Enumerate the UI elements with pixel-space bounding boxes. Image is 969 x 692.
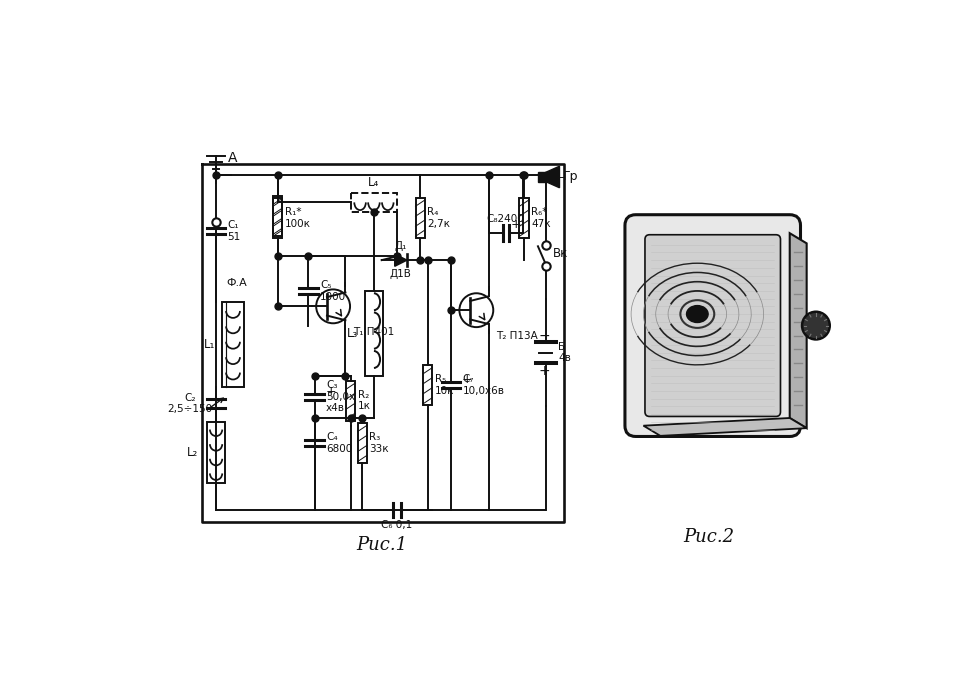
Polygon shape (789, 233, 806, 428)
FancyBboxPatch shape (644, 235, 780, 417)
Text: +: + (325, 385, 335, 398)
Bar (358, 423, 366, 463)
Text: C₄
6800: C₄ 6800 (326, 432, 352, 454)
Text: Ф.А: Ф.А (227, 278, 247, 289)
Bar (538, 172, 546, 181)
Text: C₂
2,5÷150: C₂ 2,5÷150 (168, 392, 212, 414)
Bar (351, 193, 396, 212)
Polygon shape (394, 254, 407, 266)
Bar (273, 196, 282, 236)
Text: Д₁: Д₁ (394, 241, 407, 251)
Text: C₅
1000: C₅ 1000 (320, 280, 346, 302)
Text: C₃
50,0х
х4в: C₃ 50,0х х4в (326, 380, 355, 413)
Polygon shape (546, 166, 559, 188)
Text: Рис.1: Рис.1 (356, 536, 407, 554)
Ellipse shape (686, 306, 707, 322)
Polygon shape (642, 418, 806, 436)
Text: C₆ 0,1: C₆ 0,1 (381, 520, 412, 529)
Bar (415, 198, 424, 238)
Bar (222, 302, 243, 388)
Text: L₄: L₄ (368, 176, 379, 188)
Text: R₅
10к: R₅ 10к (434, 374, 453, 396)
Text: Т₂ П13А: Т₂ П13А (496, 331, 538, 341)
Circle shape (801, 311, 828, 340)
Text: −: − (538, 329, 549, 343)
Text: А: А (228, 152, 236, 165)
Text: +: + (538, 364, 549, 378)
Text: L₃: L₃ (347, 327, 359, 340)
Bar (519, 198, 528, 238)
Text: Б
4в: Б 4в (557, 342, 570, 363)
FancyBboxPatch shape (624, 215, 799, 437)
Text: C₁
51: C₁ 51 (228, 221, 240, 242)
Text: C₇
10,0х6в: C₇ 10,0х6в (462, 374, 504, 396)
Text: +: + (511, 218, 521, 231)
Text: Д1В: Д1В (390, 268, 412, 279)
Bar (364, 291, 383, 376)
Text: +: + (461, 374, 472, 386)
Text: R₂
1к: R₂ 1к (358, 390, 370, 412)
Text: Гр: Гр (562, 170, 578, 183)
Bar (206, 422, 225, 484)
Text: Т₁ П401: Т₁ П401 (353, 327, 394, 337)
Text: C₈2400: C₈2400 (486, 214, 524, 224)
Text: L₂: L₂ (187, 446, 199, 459)
Bar (346, 381, 355, 421)
Bar (422, 365, 432, 406)
Text: L₁: L₁ (204, 338, 215, 352)
Text: R₄
2,7к: R₄ 2,7к (426, 207, 450, 228)
Bar (273, 198, 282, 238)
Text: R₁*
100к: R₁* 100к (284, 207, 310, 228)
Text: R₃
33к: R₃ 33к (369, 432, 389, 454)
Text: R₆*
47к: R₆* 47к (530, 207, 550, 228)
Text: Рис.2: Рис.2 (682, 528, 734, 547)
Text: Вк: Вк (552, 248, 568, 260)
